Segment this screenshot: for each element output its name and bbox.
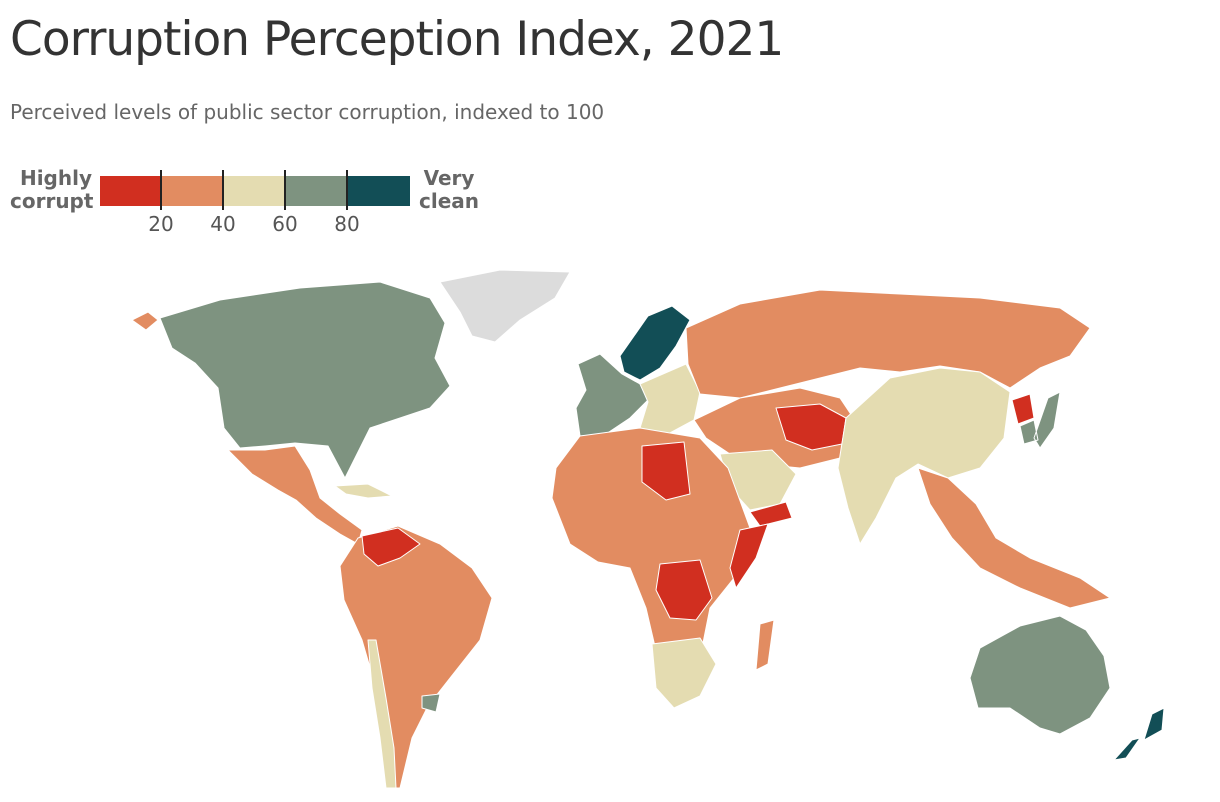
legend-swatch-80-100: [348, 176, 410, 206]
region-australia: [969, 615, 1111, 735]
map-title: Corruption Perception Index, 2021: [10, 12, 784, 67]
legend-tick: [160, 170, 162, 210]
legend-tick: [222, 170, 224, 210]
legend-swatch-60-80: [286, 176, 348, 206]
region-uruguay: [421, 693, 441, 713]
region-southeast-asia: [917, 467, 1111, 609]
region-caribbean: [334, 483, 393, 499]
region-chile: [367, 639, 397, 789]
legend-tick-label: 60: [272, 212, 298, 236]
legend-tick: [346, 170, 348, 210]
legend-tick-label: 20: [148, 212, 174, 236]
region-libya: [641, 441, 691, 501]
color-legend: Highly corrupt 20 40 60 80 Very clean: [0, 160, 500, 240]
region-western-europe: [575, 353, 649, 437]
region-north-america: [159, 281, 451, 479]
region-venezuela: [361, 527, 421, 567]
region-eastern-europe: [639, 363, 701, 435]
legend-low-label: Highly corrupt: [10, 166, 94, 213]
region-somalia: [729, 523, 769, 589]
region-greenland: [439, 269, 571, 343]
legend-tick-label: 80: [334, 212, 360, 236]
map-subtitle: Perceived levels of public sector corrup…: [10, 100, 605, 124]
legend-swatch-0-20: [100, 176, 162, 206]
region-nordic: [619, 305, 691, 381]
region-southern-africa: [651, 637, 717, 709]
legend-swatch-40-60: [224, 176, 286, 206]
world-map: [131, 269, 1165, 789]
legend-tick-label: 40: [210, 212, 236, 236]
region-yemen: [749, 501, 793, 527]
region-japan-south-korea: [1019, 391, 1061, 449]
region-new-zealand: [1113, 707, 1165, 761]
region-russia: [685, 289, 1091, 399]
legend-swatch-20-40: [162, 176, 224, 206]
region-alaska-tip: [131, 311, 159, 331]
region-madagascar: [755, 619, 775, 671]
legend-tick: [284, 170, 286, 210]
region-south-america: [339, 525, 493, 789]
legend-high-label: Very clean: [418, 166, 479, 213]
region-dr-congo: [655, 559, 713, 621]
region-north-korea: [1011, 393, 1035, 425]
